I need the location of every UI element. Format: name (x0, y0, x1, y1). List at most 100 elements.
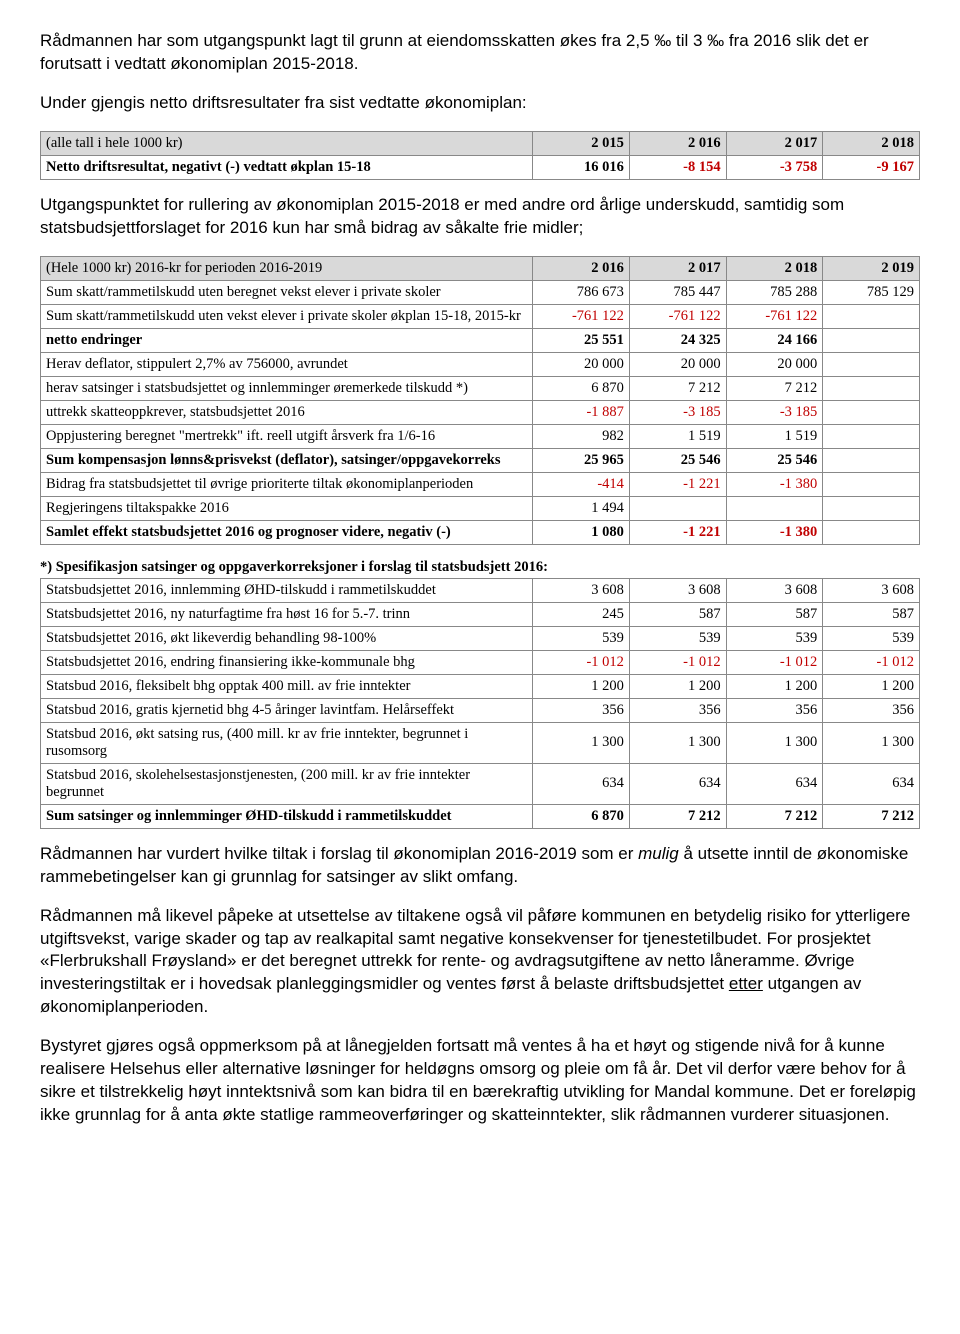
cell: 634 (629, 763, 726, 804)
col-header: 2 019 (823, 256, 920, 280)
row-label: Statsbudsjettet 2016, ny naturfagtime fr… (41, 602, 533, 626)
table-row: netto endringer25 55124 32524 166 (41, 328, 920, 352)
col-header: 2 016 (629, 131, 726, 155)
table-row: (alle tall i hele 1000 kr) 2 015 2 016 2… (41, 131, 920, 155)
cell: -1 012 (823, 650, 920, 674)
table-row: Statsbudsjettet 2016, endring finansieri… (41, 650, 920, 674)
cell: 1 300 (533, 722, 630, 763)
row-label: Statsbud 2016, gratis kjernetid bhg 4-5 … (41, 698, 533, 722)
cell: 16 016 (533, 155, 630, 179)
row-label: Statsbudsjettet 2016, økt likeverdig beh… (41, 626, 533, 650)
table-row: Statsbudsjettet 2016, økt likeverdig beh… (41, 626, 920, 650)
cell: 6 870 (533, 804, 630, 828)
cell: 587 (726, 602, 823, 626)
paragraph-5: Rådmannen må likevel påpeke at utsettels… (40, 905, 920, 1020)
col-header: 2 018 (823, 131, 920, 155)
cell: -1 221 (629, 472, 726, 496)
cell: 539 (823, 626, 920, 650)
row-label: Oppjustering beregnet "mertrekk" ift. re… (41, 424, 533, 448)
cell: -761 122 (629, 304, 726, 328)
cell: 25 551 (533, 328, 630, 352)
cell: 7 212 (629, 376, 726, 400)
cell: 20 000 (629, 352, 726, 376)
table-row: Sum kompensasjon lønns&prisvekst (deflat… (41, 448, 920, 472)
table-endringer: (Hele 1000 kr) 2016-kr for perioden 2016… (40, 256, 920, 545)
cell: 634 (726, 763, 823, 804)
cell: -3 185 (629, 400, 726, 424)
col-header: (Hele 1000 kr) 2016-kr for perioden 2016… (41, 256, 533, 280)
cell: 1 200 (533, 674, 630, 698)
cell (823, 400, 920, 424)
table-row: Statsbud 2016, skolehelsestasjonstjenest… (41, 763, 920, 804)
cell (823, 376, 920, 400)
row-label: uttrekk skatteoppkrever, statsbudsjettet… (41, 400, 533, 424)
cell: 356 (629, 698, 726, 722)
cell: -1 012 (726, 650, 823, 674)
cell: 25 965 (533, 448, 630, 472)
cell: 1 300 (726, 722, 823, 763)
cell: 7 212 (726, 804, 823, 828)
table-row: Bidrag fra statsbudsjettet til øvrige pr… (41, 472, 920, 496)
paragraph-2: Under gjengis netto driftsresultater fra… (40, 92, 920, 115)
cell: 7 212 (726, 376, 823, 400)
cell: 20 000 (533, 352, 630, 376)
cell: -1 380 (726, 520, 823, 544)
cell: -1 221 (629, 520, 726, 544)
cell: 356 (823, 698, 920, 722)
table-row: Herav deflator, stippulert 2,7% av 75600… (41, 352, 920, 376)
col-header: 2 016 (533, 256, 630, 280)
row-label: Statsbud 2016, fleksibelt bhg opptak 400… (41, 674, 533, 698)
cell: 20 000 (726, 352, 823, 376)
cell: 539 (629, 626, 726, 650)
row-label: Statsbudsjettet 2016, innlemming ØHD-til… (41, 578, 533, 602)
table-row: Netto driftsresultat, negativt (-) vedta… (41, 155, 920, 179)
col-header: 2 017 (629, 256, 726, 280)
row-label: herav satsinger i statsbudsjettet og inn… (41, 376, 533, 400)
table-row: (Hele 1000 kr) 2016-kr for perioden 2016… (41, 256, 920, 280)
cell: 786 673 (533, 280, 630, 304)
row-label: Netto driftsresultat, negativt (-) vedta… (41, 155, 533, 179)
cell (823, 352, 920, 376)
table-row: Samlet effekt statsbudsjettet 2016 og pr… (41, 520, 920, 544)
cell: 1 200 (823, 674, 920, 698)
cell: 3 608 (726, 578, 823, 602)
row-label: Samlet effekt statsbudsjettet 2016 og pr… (41, 520, 533, 544)
table-row: Regjeringens tiltakspakke 20161 494 (41, 496, 920, 520)
cell (823, 304, 920, 328)
cell: 587 (823, 602, 920, 626)
cell: 245 (533, 602, 630, 626)
cell (823, 424, 920, 448)
paragraph-4: Rådmannen har vurdert hvilke tiltak i fo… (40, 843, 920, 889)
cell: -761 122 (726, 304, 823, 328)
table-row: Statsbud 2016, gratis kjernetid bhg 4-5 … (41, 698, 920, 722)
table-row: Statsbud 2016, økt satsing rus, (400 mil… (41, 722, 920, 763)
row-label: Sum skatt/rammetilskudd uten beregnet ve… (41, 280, 533, 304)
cell (823, 472, 920, 496)
cell: 982 (533, 424, 630, 448)
cell: -9 167 (823, 155, 920, 179)
cell: -1 380 (726, 472, 823, 496)
row-label: Sum skatt/rammetilskudd uten vekst eleve… (41, 304, 533, 328)
row-label: Regjeringens tiltakspakke 2016 (41, 496, 533, 520)
paragraph-3: Utgangspunktet for rullering av økonomip… (40, 194, 920, 240)
cell: 1 300 (823, 722, 920, 763)
cell: 785 129 (823, 280, 920, 304)
cell: -3 185 (726, 400, 823, 424)
row-label: netto endringer (41, 328, 533, 352)
spec-note: *) Spesifikasjon satsinger og oppgaverko… (40, 559, 920, 576)
col-header: 2 018 (726, 256, 823, 280)
cell: 24 166 (726, 328, 823, 352)
cell: 3 608 (823, 578, 920, 602)
cell: 1 200 (726, 674, 823, 698)
table-row: Statsbud 2016, fleksibelt bhg opptak 400… (41, 674, 920, 698)
col-header: 2 017 (726, 131, 823, 155)
cell: 1 519 (629, 424, 726, 448)
table-row: uttrekk skatteoppkrever, statsbudsjettet… (41, 400, 920, 424)
table-row: herav satsinger i statsbudsjettet og inn… (41, 376, 920, 400)
cell: -414 (533, 472, 630, 496)
row-label: Sum kompensasjon lønns&prisvekst (deflat… (41, 448, 533, 472)
text: Rådmannen har vurdert hvilke tiltak i fo… (40, 844, 638, 863)
cell: 785 447 (629, 280, 726, 304)
cell: 3 608 (629, 578, 726, 602)
cell: 634 (533, 763, 630, 804)
